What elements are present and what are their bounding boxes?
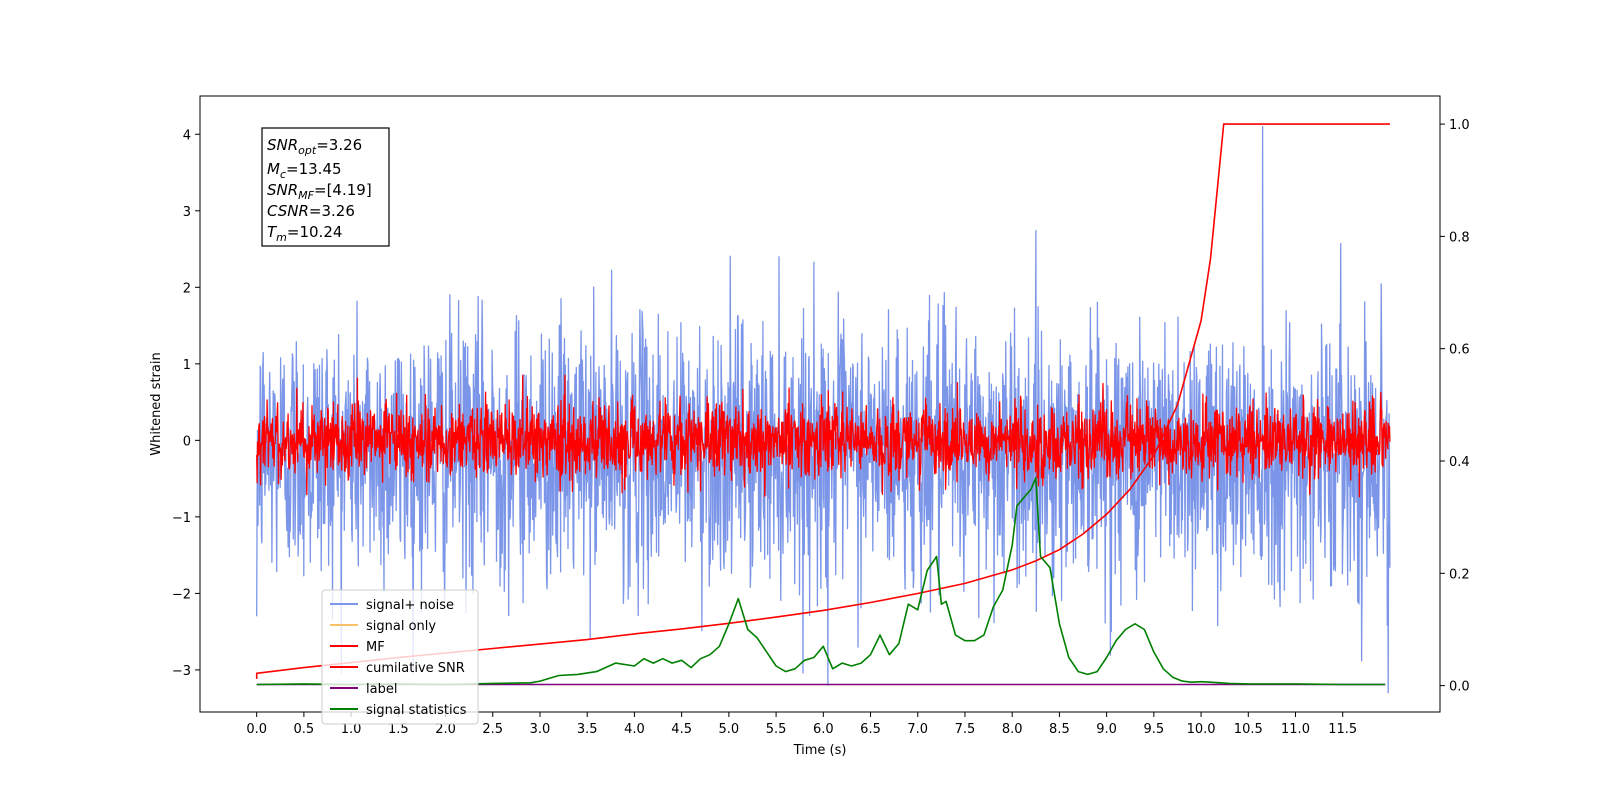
x-tick-label: 6.5 (860, 722, 881, 737)
x-tick-label: 5.5 (766, 722, 787, 737)
signal-statistics-line (256, 476, 1386, 686)
y-tick-label: 0 (183, 434, 191, 449)
legend-label-cumilative-snr: cumilative SNR (366, 661, 465, 676)
x-tick-label: 11.5 (1328, 722, 1357, 737)
x-axis: 0.0 0.5 1.0 1.5 2.0 2.5 3.0 3.5 4.0 4.5 5.0 5.5 6.0 6… (246, 712, 1357, 737)
y-tick-label: 2 (183, 281, 191, 296)
y2-tick-label: 0.4 (1449, 455, 1470, 470)
annotation-box: SNRopt=3.26 Mc=13.45 SNRMF=[4.19] CSNR=3… (261, 127, 390, 247)
axes-frame (199, 95, 1441, 713)
y-tick-label: −2 (172, 587, 191, 602)
y-axis-label: Whitened strain (149, 352, 164, 455)
x-tick-label: 5.0 (719, 722, 740, 737)
y-tick-label: 1 (183, 358, 191, 373)
legend-label-signal-statistics: signal statistics (366, 703, 467, 718)
legend: signal+ noise signal only MF cumilative SNR… (321, 589, 479, 725)
x-tick-label: 9.5 (1144, 722, 1165, 737)
x-tick-label: 3.0 (530, 722, 551, 737)
legend-frame (321, 589, 479, 725)
annotation-snr-opt: SNRopt=3.26 (267, 136, 362, 157)
x-tick-label: 4.5 (671, 722, 692, 737)
legend-label-label: label (366, 682, 397, 697)
x-tick-label: 6.0 (813, 722, 834, 737)
x-tick-label: 0.0 (246, 722, 267, 737)
x-tick-label: 2.0 (435, 722, 456, 737)
x-tick-label: 0.5 (294, 722, 315, 737)
y2-tick-label: 0.0 (1449, 680, 1470, 695)
legend-label-signal-noise: signal+ noise (366, 598, 454, 613)
x-tick-label: 4.0 (624, 722, 645, 737)
x-tick-label: 1.5 (388, 722, 409, 737)
y2-tick-label: 0.6 (1449, 343, 1470, 358)
x-tick-label: 8.5 (1049, 722, 1070, 737)
annotation-tm: Tm=10.24 (267, 223, 342, 244)
annotation-csnr: CSNR=3.26 (267, 202, 355, 220)
annotation-snr-mf: SNRMF=[4.19] (267, 181, 372, 202)
annotation-frame (261, 127, 390, 247)
x-tick-label: 1.0 (341, 722, 362, 737)
x-tick-label: 11.0 (1281, 722, 1310, 737)
y-tick-label: −1 (172, 511, 191, 526)
y-axis-right: 0.0 0.2 0.4 0.6 0.8 1.0 (1440, 118, 1470, 695)
legend-label-mf: MF (366, 640, 385, 655)
x-tick-label: 10.0 (1187, 722, 1216, 737)
x-tick-label: 9.0 (1096, 722, 1117, 737)
y-tick-label: −3 (172, 664, 191, 679)
y-tick-label: 3 (183, 205, 191, 220)
x-tick-label: 10.5 (1234, 722, 1263, 737)
x-tick-label: 7.0 (907, 722, 928, 737)
x-axis-label: Time (s) (793, 743, 847, 758)
annotation-mc: Mc=13.45 (267, 160, 342, 181)
y2-tick-label: 1.0 (1449, 118, 1470, 133)
legend-label-signal-only: signal only (366, 619, 436, 634)
y-axis-left: −3 −2 −1 0 1 2 3 4 (172, 128, 200, 679)
y2-tick-label: 0.8 (1449, 230, 1470, 245)
mf-line (256, 374, 1391, 498)
y-tick-label: 4 (183, 128, 191, 143)
x-tick-label: 2.5 (482, 722, 503, 737)
x-tick-label: 7.5 (955, 722, 976, 737)
y2-tick-label: 0.2 (1449, 567, 1470, 582)
x-tick-label: 3.5 (577, 722, 598, 737)
x-tick-label: 8.0 (1002, 722, 1023, 737)
